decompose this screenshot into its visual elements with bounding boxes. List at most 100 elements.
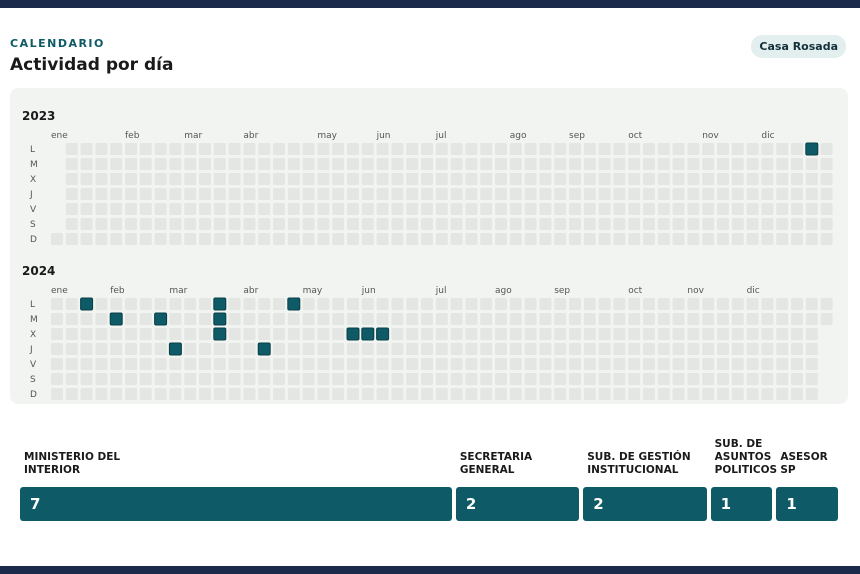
day-cell — [361, 343, 374, 355]
day-cell — [672, 373, 685, 385]
breakdown-bar[interactable]: 2 — [455, 487, 580, 521]
day-cell — [347, 233, 359, 245]
day-cell — [435, 343, 448, 355]
day-cell — [539, 298, 552, 310]
day-cell — [110, 388, 123, 400]
day-cell — [184, 343, 197, 355]
day-cell — [672, 298, 685, 310]
day-cell — [95, 358, 108, 370]
day-cell — [480, 343, 493, 355]
day-cell — [480, 158, 493, 170]
day-cell — [435, 218, 448, 230]
day-cell — [524, 298, 537, 310]
day-cell — [702, 328, 715, 340]
day-cell — [258, 158, 271, 170]
day-cell — [139, 233, 152, 245]
day-cell — [598, 388, 611, 400]
active-day — [80, 297, 94, 311]
day-cell — [139, 328, 152, 340]
day-cell — [672, 173, 685, 185]
day-cell — [717, 328, 729, 340]
title: Actividad por día — [10, 55, 174, 75]
day-cell — [613, 388, 626, 400]
day-cell — [717, 343, 729, 355]
day-cell — [776, 173, 789, 185]
breakdown-bar[interactable]: 2 — [583, 487, 707, 521]
day-cell — [791, 218, 803, 230]
active-day — [376, 327, 390, 341]
day-cell — [687, 343, 700, 355]
day-cell — [391, 358, 404, 370]
day-cell — [65, 143, 78, 155]
day-cell — [509, 173, 522, 185]
day-cell — [65, 358, 78, 370]
day-cell — [139, 358, 152, 370]
day-cell — [524, 173, 537, 185]
day-cell — [687, 188, 700, 200]
day-cell — [643, 328, 655, 340]
day-cell — [302, 188, 315, 200]
day-cell — [317, 173, 330, 185]
day-cell — [80, 158, 93, 170]
day-cell — [139, 188, 152, 200]
day-cell — [347, 173, 359, 185]
day-cell — [509, 373, 522, 385]
day-cell — [80, 328, 93, 340]
day-cell — [376, 298, 389, 310]
day-cell — [228, 173, 241, 185]
day-cell — [184, 328, 197, 340]
day-cell — [51, 298, 63, 310]
badge[interactable]: Casa Rosada — [751, 35, 846, 58]
day-cell — [213, 188, 226, 200]
day-cell — [80, 343, 93, 355]
day-cell — [746, 343, 759, 355]
day-cell — [65, 373, 78, 385]
day-cell — [805, 218, 818, 230]
day-cell — [213, 358, 226, 370]
day-cell — [243, 173, 256, 185]
day-cell — [569, 203, 581, 215]
day-cell — [110, 298, 123, 310]
day-cell — [80, 358, 93, 370]
active-day — [213, 327, 227, 341]
day-cell — [657, 173, 670, 185]
day-cell — [805, 188, 818, 200]
breakdown-bar[interactable]: 7 — [20, 487, 452, 521]
day-cell — [702, 158, 715, 170]
day-cell — [228, 203, 241, 215]
year-label: 2023 — [22, 109, 55, 123]
day-cell — [391, 203, 404, 215]
day-cell — [125, 218, 137, 230]
day-cell — [643, 388, 655, 400]
day-cell — [347, 158, 359, 170]
day-cell — [450, 173, 463, 185]
day-cell — [554, 143, 567, 155]
day-cell — [302, 358, 315, 370]
breakdown-bar[interactable]: 1 — [776, 487, 838, 521]
day-cell — [421, 218, 433, 230]
day-cell — [657, 358, 670, 370]
day-cell — [332, 358, 345, 370]
day-cell — [598, 328, 611, 340]
day-cell — [761, 298, 774, 310]
day-cell — [805, 373, 818, 385]
day-cell — [228, 188, 241, 200]
day-cell — [509, 158, 522, 170]
day-cell — [228, 313, 241, 325]
day-cell — [406, 218, 419, 230]
day-cell — [406, 203, 419, 215]
day-cell — [287, 218, 300, 230]
day-cell — [95, 173, 108, 185]
day-cell — [687, 328, 700, 340]
day-cell — [628, 233, 641, 245]
day-cell — [539, 373, 552, 385]
day-cell — [391, 343, 404, 355]
day-cell — [761, 218, 774, 230]
day-cell — [613, 143, 626, 155]
day-cell — [347, 343, 359, 355]
day-cell — [554, 313, 567, 325]
day-cell — [361, 188, 374, 200]
breakdown-label: SUB. DE GESTIÓN INSTITUCIONAL — [587, 451, 691, 476]
breakdown-bar[interactable]: 1 — [710, 487, 773, 521]
